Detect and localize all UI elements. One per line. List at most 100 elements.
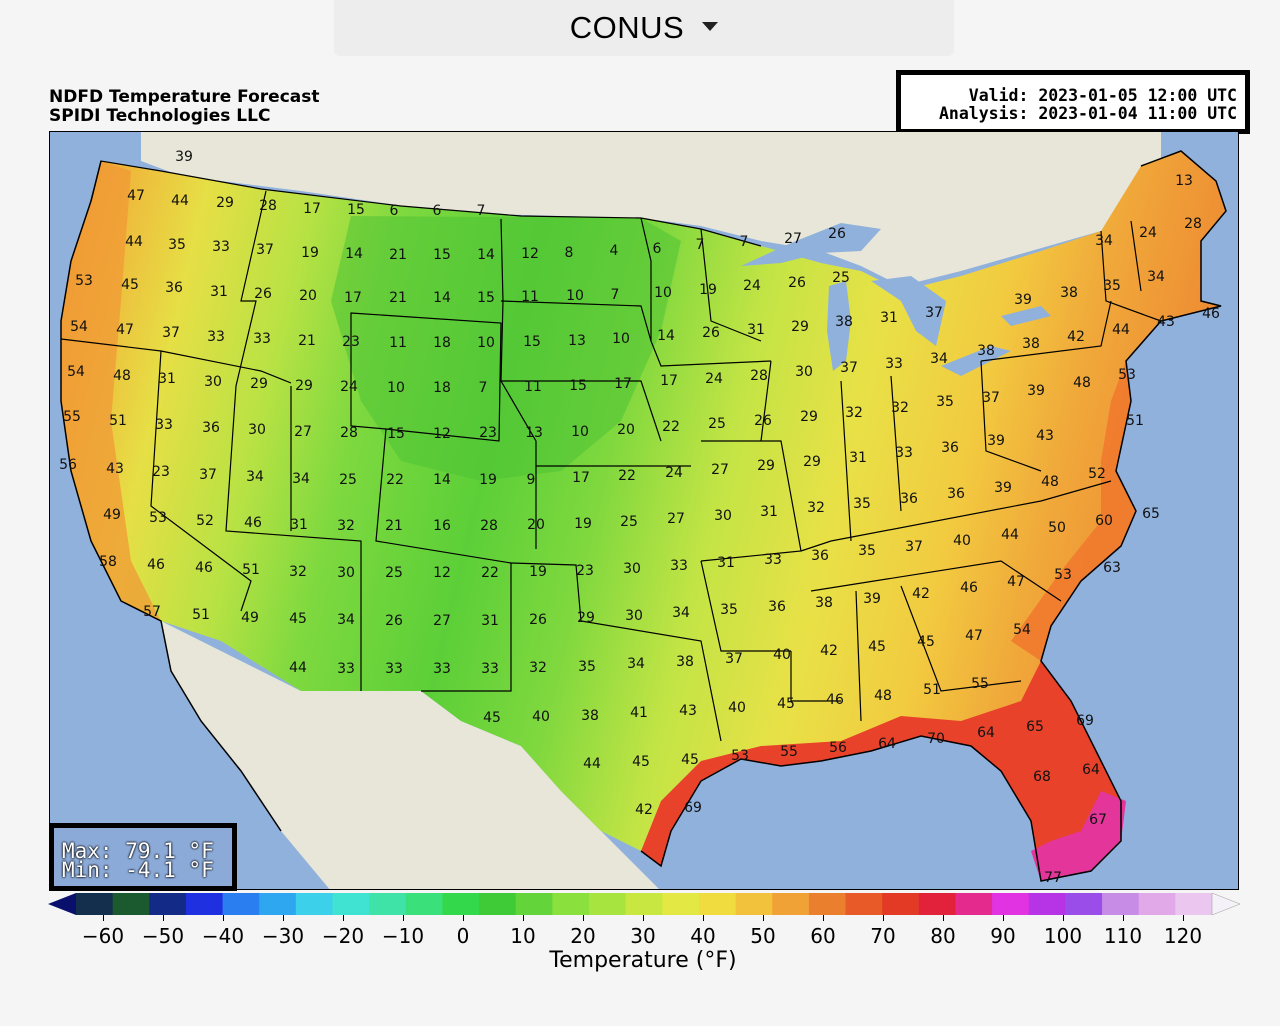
temperature-value-label: 27: [784, 231, 802, 247]
temperature-value-label: 25: [385, 565, 403, 581]
temperature-value-label: 14: [433, 472, 451, 488]
temperature-value-label: 10: [612, 331, 630, 347]
temperature-value-label: 29: [791, 319, 809, 335]
max-min-box: Max: 79.1 °F Min: -4.1 °F: [49, 823, 237, 891]
florida-hot-zone: [1031, 791, 1126, 881]
colorbar-segment: [479, 893, 517, 915]
temperature-value-label: 54: [67, 364, 85, 380]
temperature-value-label: 22: [618, 468, 636, 484]
colorbar-tick-mark: [1063, 915, 1064, 921]
temperature-value-label: 10: [571, 424, 589, 440]
temperature-value-label: 31: [880, 310, 898, 326]
colorbar-segment: [625, 893, 663, 915]
temperature-value-label: 48: [874, 688, 892, 704]
temperature-value-label: 19: [574, 516, 592, 532]
temperature-value-label: 8: [565, 245, 574, 261]
temperature-value-label: 26: [788, 275, 806, 291]
temperature-value-label: 28: [340, 425, 358, 441]
temperature-value-label: 16: [433, 518, 451, 534]
lake-huron: [871, 276, 946, 346]
temperature-value-label: 70: [927, 731, 945, 747]
temperature-value-label: 26: [254, 286, 272, 302]
temperature-value-label: 36: [900, 491, 918, 507]
colorbar-segment: [1138, 893, 1176, 915]
colorbar-segment: [882, 893, 920, 915]
map-title-block: NDFD Temperature Forecast SPIDI Technolo…: [49, 88, 320, 126]
temperature-value-label: 32: [845, 405, 863, 421]
region-selector[interactable]: CONUS: [334, 0, 954, 56]
temperature-value-label: 33: [337, 661, 355, 677]
colorbar-segment: [552, 893, 590, 915]
colorbar-tick-label: 30: [630, 924, 656, 948]
temperature-value-label: 17: [303, 201, 321, 217]
temperature-value-label: 28: [750, 368, 768, 384]
temperature-value-label: 4: [610, 243, 619, 259]
temperature-value-label: 39: [1027, 383, 1045, 399]
temperature-value-label: 33: [764, 552, 782, 568]
temperature-value-label: 27: [433, 613, 451, 629]
lake-ontario: [1001, 306, 1051, 326]
colorbar-tick-label: −20: [321, 924, 365, 948]
temperature-value-label: 26: [702, 325, 720, 341]
temperature-value-label: 23: [152, 464, 170, 480]
temperature-value-label: 51: [1126, 413, 1144, 429]
temperature-value-label: 13: [1175, 173, 1193, 189]
temperature-value-label: 38: [1060, 285, 1078, 301]
temperature-value-label: 37: [982, 390, 1000, 406]
temperature-value-label: 56: [829, 740, 847, 756]
temperature-value-label: 44: [125, 234, 143, 250]
temperature-value-label: 35: [1103, 278, 1121, 294]
temperature-value-label: 64: [1082, 762, 1100, 778]
colorbar-tick-label: 100: [1043, 924, 1083, 948]
colorbar-tick-label: 120: [1163, 924, 1203, 948]
temperature-value-label: 45: [868, 639, 886, 655]
colorbar-tick-label: 110: [1103, 924, 1143, 948]
temperature-value-label: 10: [477, 335, 495, 351]
temperature-value-label: 29: [216, 195, 234, 211]
temperature-value-label: 25: [708, 416, 726, 432]
colorbar-segment: [735, 893, 773, 915]
temperature-value-label: 23: [479, 425, 497, 441]
temperature-value-label: 34: [627, 656, 645, 672]
colorbar-segment: [918, 893, 956, 915]
colorbar-extend-low: [48, 893, 76, 915]
temperature-value-label: 37: [725, 651, 743, 667]
temperature-map: 39 47 44 29 28 17 15 6 6 7 44 35 33 37 19 14 21 15 14 12 8 4 6…: [49, 131, 1239, 890]
temperature-value-label: 45: [483, 710, 501, 726]
temperature-colorbar: [48, 893, 1240, 915]
temperature-value-label: 46: [826, 692, 844, 708]
temperature-value-label: 42: [635, 802, 653, 818]
colorbar-tick-mark: [583, 915, 584, 921]
coastlines: [60, 150, 1227, 882]
colorbar-tick-mark: [1183, 915, 1184, 921]
colorbar-segment: [405, 893, 443, 915]
temperature-value-label: 33: [481, 661, 499, 677]
temperature-value-label: 44: [1112, 322, 1130, 338]
colorbar-extend-high: [1211, 893, 1240, 915]
colorbar-segment: [295, 893, 334, 915]
colorbar-segment: [662, 893, 700, 915]
temperature-value-label: 25: [339, 472, 357, 488]
temperature-value-label: 67: [1089, 812, 1107, 828]
temperature-value-label: 10: [566, 288, 584, 304]
colorbar-tick-label: 50: [750, 924, 776, 948]
temperature-value-label: 14: [477, 247, 495, 263]
colorbar-tick-label: −30: [261, 924, 305, 948]
temperature-value-label: 30: [623, 561, 641, 577]
temperature-value-label: 43: [679, 703, 697, 719]
temperature-value-label: 12: [433, 426, 451, 442]
temperature-value-label: 51: [192, 607, 210, 623]
temperature-value-label: 15: [433, 247, 451, 263]
colorbar-segment: [1175, 893, 1213, 915]
colorbar-tick-mark: [103, 915, 104, 921]
temperature-value-label: 11: [521, 289, 539, 305]
temperature-value-label: 35: [168, 237, 186, 253]
temperature-value-label: 34: [1147, 269, 1165, 285]
temperature-value-label: 69: [684, 800, 702, 816]
temperature-value-label: 53: [149, 510, 167, 526]
temperature-value-label: 37: [162, 325, 180, 341]
temperature-value-label: 39: [1014, 292, 1032, 308]
lake-erie: [941, 346, 1011, 376]
temperature-value-label: 20: [527, 517, 545, 533]
